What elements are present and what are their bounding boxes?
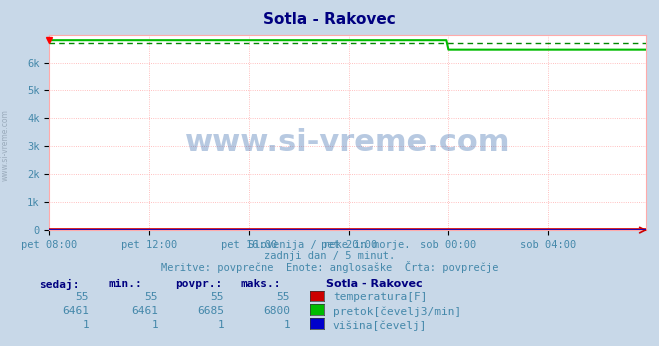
Text: www.si-vreme.com: www.si-vreme.com: [1, 109, 10, 181]
Text: sedaj:: sedaj:: [40, 279, 80, 290]
Text: 1: 1: [82, 320, 89, 330]
Text: 6461: 6461: [131, 306, 158, 316]
Text: 1: 1: [152, 320, 158, 330]
Text: 1: 1: [283, 320, 290, 330]
Text: 55: 55: [277, 292, 290, 302]
Text: Sotla - Rakovec: Sotla - Rakovec: [263, 12, 396, 27]
Text: min.:: min.:: [109, 279, 142, 289]
Text: zadnji dan / 5 minut.: zadnji dan / 5 minut.: [264, 251, 395, 261]
Text: www.si-vreme.com: www.si-vreme.com: [185, 128, 510, 157]
Text: 55: 55: [76, 292, 89, 302]
Text: maks.:: maks.:: [241, 279, 281, 289]
Text: 55: 55: [211, 292, 224, 302]
Text: 6685: 6685: [197, 306, 224, 316]
Text: Meritve: povprečne  Enote: anglosaške  Črta: povprečje: Meritve: povprečne Enote: anglosaške Črt…: [161, 261, 498, 273]
Text: 6800: 6800: [263, 306, 290, 316]
Text: povpr.:: povpr.:: [175, 279, 222, 289]
Text: višina[čevelj]: višina[čevelj]: [333, 320, 427, 330]
Text: 1: 1: [217, 320, 224, 330]
Text: 6461: 6461: [62, 306, 89, 316]
Text: 55: 55: [145, 292, 158, 302]
Text: Slovenija / reke in morje.: Slovenija / reke in morje.: [248, 240, 411, 251]
Text: Sotla - Rakovec: Sotla - Rakovec: [326, 279, 423, 289]
Text: pretok[čevelj3/min]: pretok[čevelj3/min]: [333, 306, 461, 317]
Text: temperatura[F]: temperatura[F]: [333, 292, 427, 302]
